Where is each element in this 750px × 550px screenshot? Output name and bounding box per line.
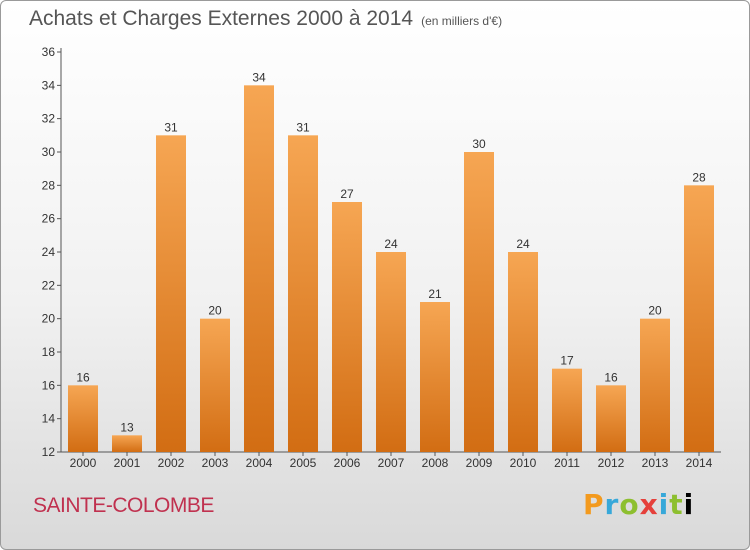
data-label-2006: 27 [340,187,354,201]
bar-2001 [112,435,142,452]
x-tick-label: 2001 [114,456,141,470]
x-tick-label: 2004 [246,456,273,470]
data-label-2010: 24 [516,237,530,251]
logo-letter: i [658,488,670,521]
data-label-2005: 31 [296,120,310,134]
y-tick-label: 32 [42,112,56,126]
bar-2009 [464,152,494,452]
bar-2008 [420,302,450,452]
x-tick-label: 2009 [466,456,493,470]
chart-subtitle: (en milliers d'€) [421,14,503,28]
chart-bars [68,85,714,453]
x-tick-label: 2010 [510,456,537,470]
data-label-2003: 20 [208,304,222,318]
x-tick-label: 2006 [334,456,361,470]
data-label-2008: 21 [428,287,442,301]
chart-title: Achats et Charges Externes 2000 à 2014 (e… [29,7,502,31]
bar-2012 [596,385,626,452]
y-tick-label: 12 [42,445,56,459]
data-label-2014: 28 [692,170,706,184]
data-label-2004: 34 [252,70,266,84]
bar-2006 [332,202,362,452]
data-label-2011: 17 [560,354,574,368]
logo-letter: P [583,488,605,521]
y-tick-label: 22 [42,278,56,292]
y-tick-label: 24 [42,245,56,259]
bar-2003 [200,318,230,452]
bar-2010 [508,252,538,452]
y-tick-label: 20 [42,312,56,326]
data-label-2013: 20 [648,304,662,318]
data-label-2009: 30 [472,137,486,151]
logo-letter: x [639,488,659,521]
bar-2014 [684,185,714,453]
y-tick-label: 34 [42,78,56,92]
y-tick-label: 30 [42,145,56,159]
bar-2011 [552,368,582,452]
chart-title-text: Achats et Charges Externes 2000 à 2014 [29,7,414,30]
bar-2013 [640,318,670,452]
x-tick-label: 2005 [290,456,317,470]
y-tick-label: 14 [42,412,56,426]
y-tick-label: 36 [42,45,56,59]
logo-letter: r [604,488,620,521]
data-label-2002: 31 [164,120,178,134]
chart-data-labels: 16 13 31 20 34 31 27 24 21 30 24 17 16 20 28 [76,70,706,434]
place-name: SAINTE-COLOMBE [33,494,214,517]
bar-2004 [244,85,274,452]
data-label-2012: 16 [604,370,618,384]
x-tick-label: 2002 [158,456,185,470]
y-tick-label: 18 [42,345,56,359]
x-tick-label: 2007 [378,456,405,470]
logo-letter: t [669,488,684,521]
bar-2007 [376,252,406,452]
x-tick-label: 2012 [598,456,625,470]
x-tick-label: 2013 [642,456,669,470]
proxiti-logo: Proxiti [583,488,694,521]
bar-2002 [156,135,186,453]
x-tick-label: 2008 [422,456,449,470]
x-tick-label: 2014 [686,456,713,470]
y-tick-label: 28 [42,178,56,192]
y-tick-label: 26 [42,212,56,226]
data-label-2000: 16 [76,370,90,384]
x-tick-label: 2003 [202,456,229,470]
x-tick-label: 2000 [70,456,97,470]
data-label-2001: 13 [120,420,134,434]
logo-letter: o [619,488,640,521]
data-label-2007: 24 [384,237,398,251]
logo-letter: i [683,488,695,521]
y-tick-label: 16 [42,378,56,392]
bar-2000 [68,385,98,452]
x-tick-label: 2011 [554,456,580,470]
bar-2005 [288,135,318,453]
